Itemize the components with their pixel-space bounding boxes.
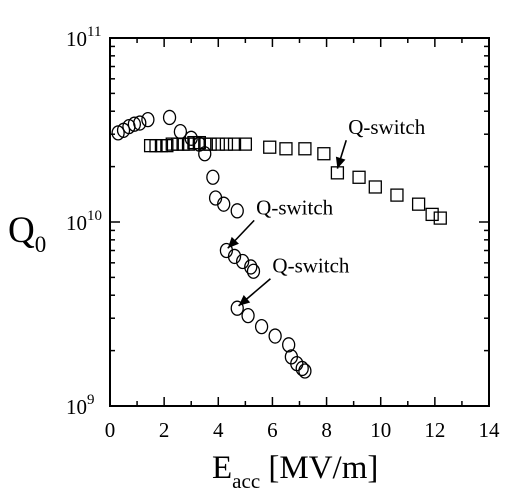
x-tick-label: 4 — [213, 418, 224, 442]
x-tick-labels: 0 2 4 6 8 10 12 14 — [105, 418, 500, 442]
circle-marker — [206, 169, 220, 185]
x-axis-title-main: E — [212, 450, 232, 486]
x-axis-title-sub: acc — [232, 469, 260, 493]
circle-marker — [254, 318, 269, 335]
x-tick-label: 2 — [159, 418, 170, 442]
circle-marker — [127, 116, 142, 132]
square-marker — [433, 211, 447, 225]
x-axis-title-unit: [MV/m] — [260, 450, 378, 486]
y-tick-exponent: 10 — [87, 208, 102, 224]
square-marker — [330, 166, 345, 180]
square-marker — [411, 197, 426, 211]
circle-marker — [244, 259, 258, 275]
circle-marker — [298, 363, 312, 379]
x-tick-label: 6 — [267, 418, 278, 442]
q-switch-label: Q-switch — [272, 254, 349, 278]
circle-marker — [133, 115, 147, 131]
square-marker — [352, 170, 366, 184]
square-marker — [279, 142, 293, 156]
square-marker — [425, 207, 439, 222]
square-marker — [238, 137, 253, 151]
circle-marker — [230, 300, 244, 316]
q-switch-arrow-head — [227, 236, 239, 249]
circle-marker — [246, 263, 261, 279]
y-tick-label: 109 — [66, 392, 95, 419]
x-tick-label: 0 — [105, 418, 116, 442]
q-switch-arrow-head — [335, 156, 346, 169]
y-tick-base: 10 — [66, 211, 87, 235]
y-tick-label: 1010 — [66, 208, 102, 235]
x-tick-label: 14 — [479, 418, 501, 442]
y-tick-exponent: 9 — [87, 392, 95, 408]
data-marks — [111, 109, 447, 379]
square-marker — [227, 137, 242, 151]
q-switch-arrow-head — [238, 294, 251, 306]
square-marker — [368, 180, 382, 194]
circle-marker — [268, 328, 282, 344]
plot-frame — [109, 37, 490, 407]
annotations: Q-switch Q-switch Q-switch — [227, 115, 426, 307]
circle-marker — [295, 360, 309, 377]
y-axis-title: Q0 — [8, 210, 46, 257]
square-marker — [263, 140, 277, 154]
x-axis-title: Eacc [MV/m] — [212, 450, 378, 493]
circle-marker — [241, 307, 255, 324]
y-tick-exponent: 11 — [87, 24, 101, 40]
x-tick-label: 10 — [370, 418, 391, 442]
y-tick-label: 1011 — [66, 24, 101, 51]
square-marker — [317, 147, 331, 161]
circle-marker — [227, 248, 242, 265]
square-marker — [203, 137, 217, 151]
circle-marker — [230, 203, 244, 219]
circle-marker — [235, 253, 250, 270]
circle-marker — [282, 337, 296, 353]
square-marker — [298, 142, 312, 156]
square-marker — [390, 188, 404, 202]
circle-marker — [141, 111, 155, 128]
y-axis-title-sub: 0 — [35, 232, 47, 257]
x-tick-label: 12 — [424, 418, 445, 442]
q-switch-label: Q-switch — [348, 115, 425, 139]
axis-ticks — [109, 37, 490, 407]
y-axis-title-main: Q — [8, 210, 35, 251]
circle-marker — [173, 123, 188, 140]
q-switch-label: Q-switch — [256, 195, 333, 219]
x-tick-label: 8 — [321, 418, 332, 442]
y-tick-base: 10 — [66, 395, 87, 419]
square-marker — [211, 137, 225, 151]
circle-marker — [162, 109, 177, 126]
y-tick-base: 10 — [66, 27, 87, 51]
circle-marker — [217, 196, 231, 212]
square-marker — [219, 137, 234, 151]
